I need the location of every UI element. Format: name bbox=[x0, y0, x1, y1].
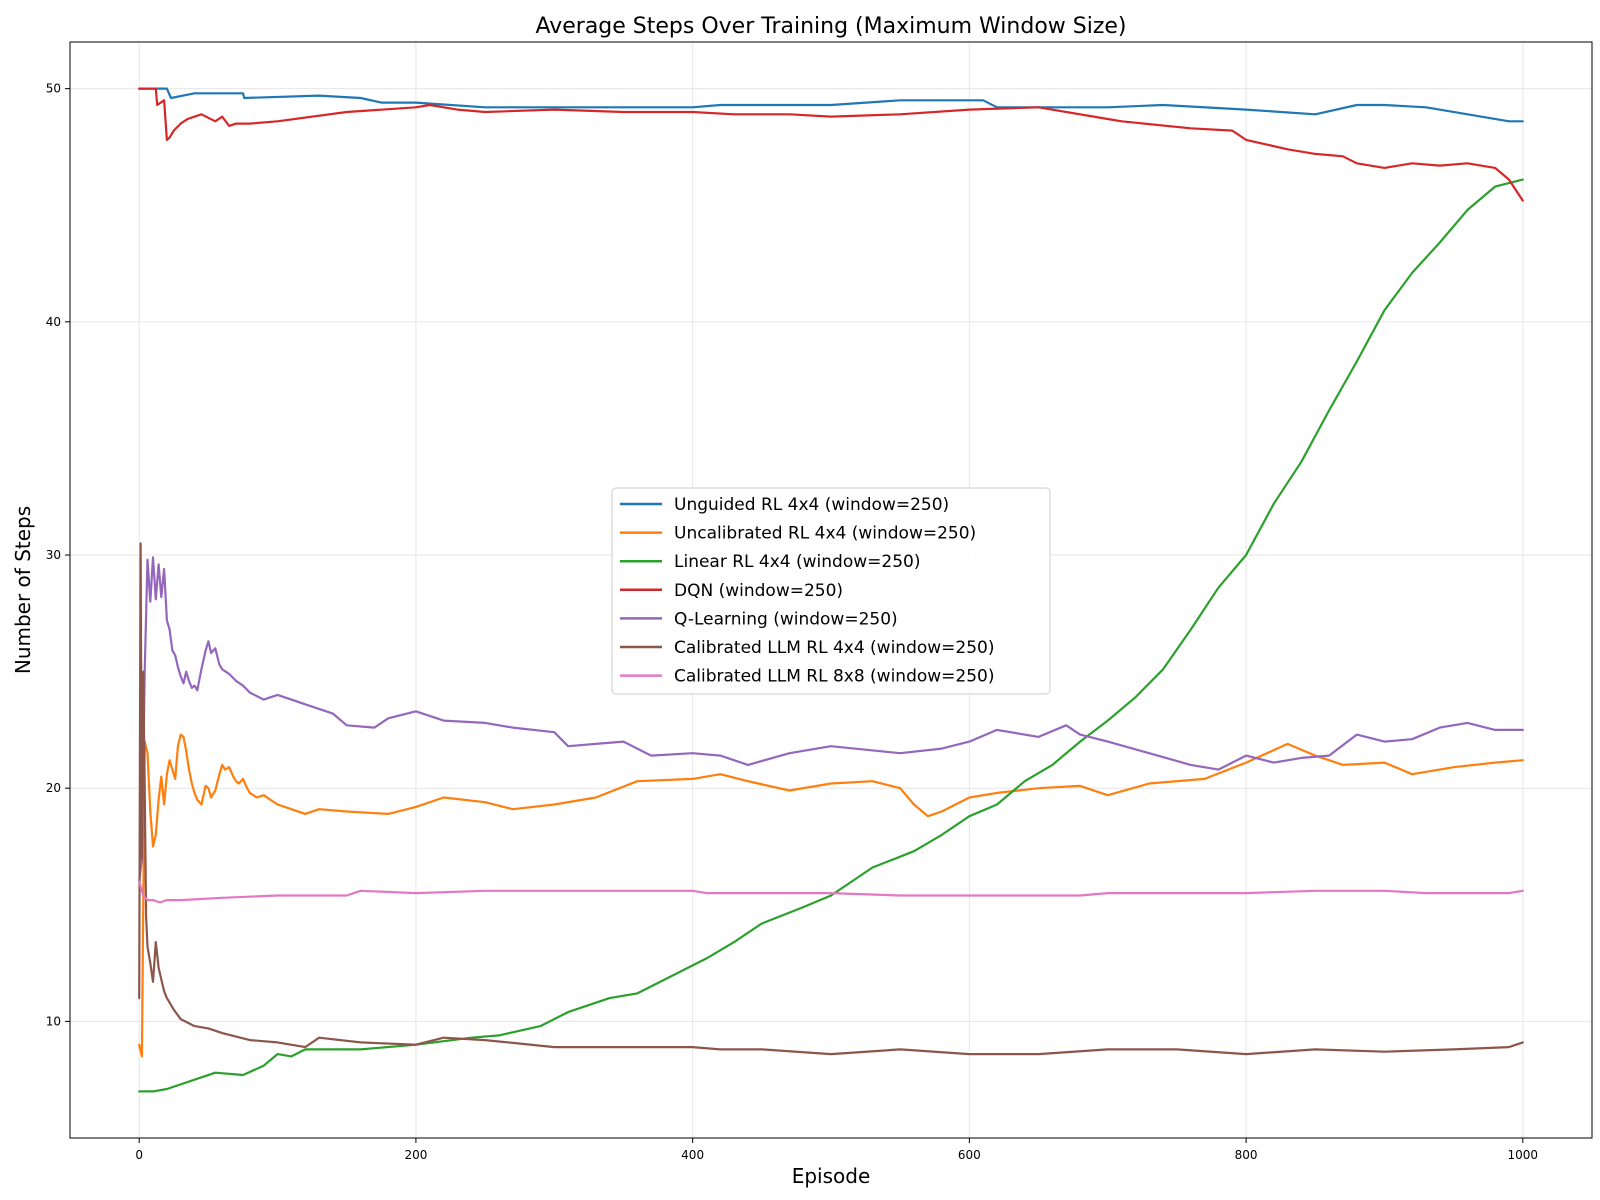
series-line-2 bbox=[138, 733, 1524, 1058]
x-tick-label: 400 bbox=[681, 1148, 704, 1162]
legend-entry-label: Calibrated LLM RL 8x8 (window=250) bbox=[674, 667, 995, 687]
y-tick-label: 10 bbox=[46, 1014, 61, 1028]
legend-entry-label: Linear RL 4x4 (window=250) bbox=[674, 552, 920, 572]
x-axis-ticks: 0 200 400 600 800 1000 bbox=[135, 1138, 1538, 1162]
x-axis-label: Episode bbox=[792, 1164, 871, 1188]
legend-entry-label: Calibrated LLM RL 4x4 (window=250) bbox=[674, 638, 995, 658]
x-tick-label: 0 bbox=[135, 1148, 143, 1162]
x-tick-label: 800 bbox=[1235, 1148, 1258, 1162]
plot-frame bbox=[69, 41, 1593, 1139]
y-tick-label: 40 bbox=[46, 315, 61, 329]
y-axis-label: Number of Steps bbox=[11, 506, 35, 674]
legend-entry-label: Q-Learning (window=250) bbox=[674, 609, 898, 629]
series-line-5 bbox=[138, 556, 1524, 883]
y-tick-label: 30 bbox=[46, 548, 61, 562]
legend: Unguided RL 4x4 (window=250) Uncalibrated… bbox=[611, 487, 1051, 695]
legend-entry-label: Uncalibrated RL 4x4 (window=250) bbox=[674, 524, 976, 544]
series-line-6 bbox=[138, 542, 1524, 1056]
series-lines bbox=[138, 87, 1524, 1093]
chart-title: Average Steps Over Training (Maximum Win… bbox=[535, 14, 1126, 39]
series-line-3 bbox=[138, 178, 1524, 1093]
y-axis-ticks: 10 20 30 40 50 bbox=[46, 82, 70, 1028]
y-tick-label: 20 bbox=[46, 781, 61, 795]
legend-entry-label: DQN (window=250) bbox=[674, 581, 843, 601]
legend-box bbox=[611, 487, 1051, 695]
legend-entry-label: Unguided RL 4x4 (window=250) bbox=[674, 495, 949, 515]
x-tick-label: 200 bbox=[404, 1148, 427, 1162]
series-line-1 bbox=[138, 87, 1524, 123]
series-line-4 bbox=[138, 87, 1524, 202]
x-tick-label: 600 bbox=[958, 1148, 981, 1162]
x-tick-label: 1000 bbox=[1508, 1148, 1539, 1162]
y-tick-label: 50 bbox=[46, 82, 61, 96]
series-line-7 bbox=[138, 880, 1524, 904]
